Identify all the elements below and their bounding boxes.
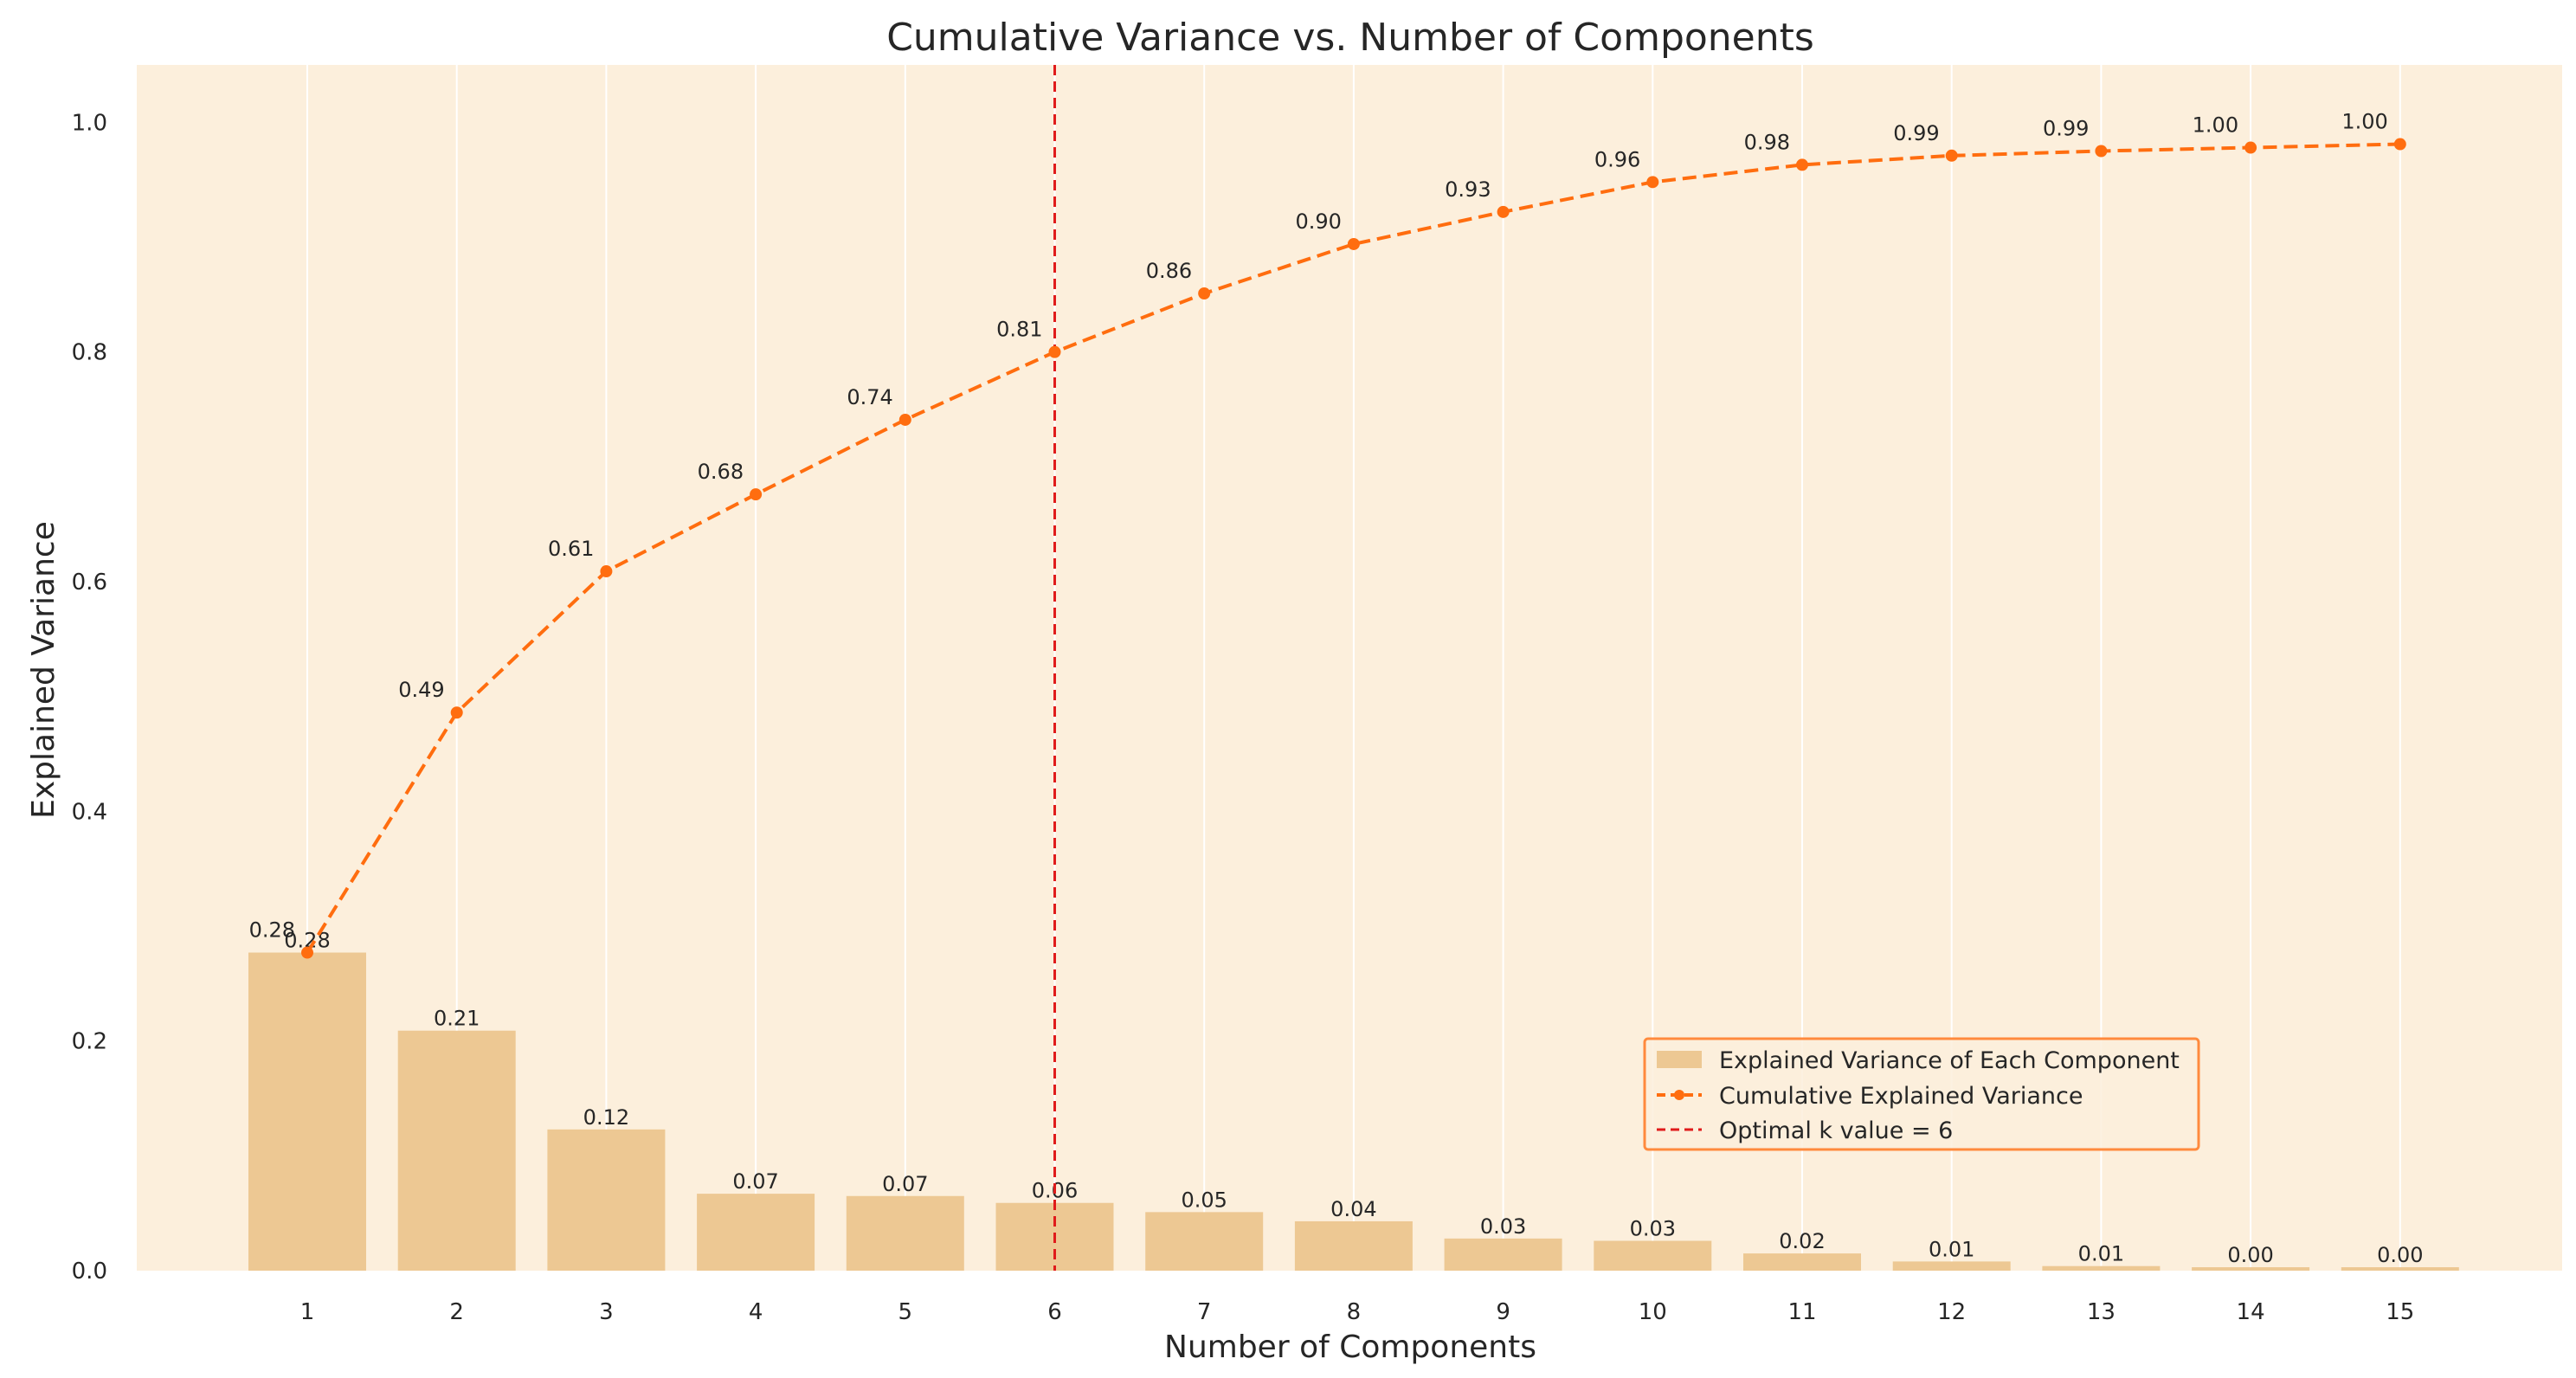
- x-axis-ticks: 1 2 3 4 5 6 7 8 9 10 11 12 13 14 15: [300, 1299, 2415, 1325]
- cumulative-label-10: 0.96: [1594, 147, 1640, 171]
- y-axis-label: Explained Variance: [26, 521, 61, 819]
- bar-label-2: 0.21: [434, 1007, 480, 1031]
- cumulative-point-8: [1347, 237, 1360, 250]
- cumulative-label-7: 0.86: [1146, 259, 1192, 283]
- bar-label-12: 0.01: [1929, 1237, 1974, 1261]
- cumulative-label-12: 0.99: [1893, 121, 1939, 145]
- cumulative-label-15: 1.00: [2341, 110, 2387, 134]
- bar-label-9: 0.03: [1480, 1214, 1526, 1239]
- y-tick-0.0: 0.0: [72, 1259, 107, 1285]
- bar-11: [1743, 1253, 1861, 1271]
- bar-12: [1892, 1261, 2011, 1271]
- y-tick-1.0: 1.0: [72, 110, 107, 136]
- cumulative-point-15: [2393, 138, 2406, 151]
- bar-1: [248, 952, 366, 1271]
- cumulative-point-10: [1646, 176, 1659, 189]
- x-tick-2: 2: [449, 1299, 464, 1325]
- y-tick-0.6: 0.6: [72, 570, 107, 596]
- cumulative-data-labels: 0.28 0.49 0.61 0.68 0.74 0.81 0.86 0.90 0.93 0.96…: [249, 110, 2388, 943]
- cumulative-point-9: [1497, 205, 1510, 218]
- bar-data-labels: 0.280.210.120.07 0.07 0.06 0.05 0.040.03 0.03…: [284, 929, 2423, 1268]
- bar-label-15: 0.00: [2377, 1243, 2423, 1267]
- cumulative-point-6: [1048, 345, 1061, 358]
- bar-label-8: 0.04: [1330, 1197, 1376, 1221]
- bar-label-3: 0.12: [583, 1105, 629, 1130]
- bar-label-10: 0.03: [1630, 1217, 1676, 1241]
- x-tick-3: 3: [599, 1299, 614, 1325]
- cumulative-point-5: [898, 413, 911, 426]
- x-tick-4: 4: [749, 1299, 763, 1325]
- bar-label-13: 0.01: [2078, 1242, 2124, 1266]
- cumulative-point-12: [1945, 149, 1958, 162]
- x-tick-7: 7: [1197, 1299, 1212, 1325]
- cumulative-label-2: 0.49: [398, 678, 444, 702]
- x-tick-12: 12: [1937, 1299, 1966, 1325]
- bar-label-14: 0.00: [2227, 1243, 2273, 1267]
- y-axis-ticks: 0.0 0.2 0.4 0.6 0.8 1.0: [72, 110, 107, 1285]
- x-tick-1: 1: [300, 1299, 315, 1325]
- legend-item-cumulative: Cumulative Explained Variance: [1719, 1083, 2083, 1110]
- x-tick-5: 5: [898, 1299, 913, 1325]
- y-tick-0.2: 0.2: [72, 1029, 107, 1055]
- y-tick-0.4: 0.4: [72, 799, 107, 825]
- x-tick-6: 6: [1047, 1299, 1062, 1325]
- legend-bar-swatch: [1657, 1051, 1702, 1068]
- x-tick-10: 10: [1639, 1299, 1667, 1325]
- cumulative-points: [301, 138, 2406, 959]
- cumulative-line: [306, 142, 2400, 954]
- chart-title: Cumulative Variance vs. Number of Compon…: [886, 16, 1814, 60]
- bar-10: [1594, 1240, 1712, 1271]
- legend: Explained Variance of Each Component Cum…: [1643, 1037, 2200, 1151]
- y-tick-0.8: 0.8: [72, 340, 107, 366]
- bar-7: [1145, 1212, 1264, 1271]
- x-axis-label: Number of Components: [1164, 1330, 1536, 1365]
- cumulative-label-9: 0.93: [1445, 177, 1491, 202]
- bar-label-5: 0.07: [882, 1172, 928, 1196]
- cumulative-label-4: 0.68: [698, 460, 744, 484]
- bar-13: [2042, 1265, 2161, 1271]
- x-tick-15: 15: [2386, 1299, 2414, 1325]
- cumulative-point-7: [1198, 287, 1211, 300]
- x-tick-13: 13: [2087, 1299, 2116, 1325]
- x-tick-11: 11: [1787, 1299, 1816, 1325]
- cumulative-point-4: [750, 488, 763, 501]
- x-tick-14: 14: [2237, 1299, 2265, 1325]
- legend-item-optimal-k: Optimal k value = 6: [1719, 1117, 1953, 1144]
- cumulative-point-14: [2244, 141, 2257, 154]
- bar-label-11: 0.02: [1779, 1229, 1825, 1253]
- bar-9: [1444, 1238, 1562, 1271]
- bar-5: [846, 1195, 964, 1271]
- cumulative-label-3: 0.61: [548, 537, 594, 561]
- legend-item-bars: Explained Variance of Each Component: [1719, 1047, 2180, 1074]
- bar-2: [397, 1030, 516, 1271]
- cumulative-point-13: [2095, 145, 2108, 158]
- cumulative-label-13: 0.99: [2043, 117, 2089, 141]
- cumulative-point-3: [600, 565, 613, 578]
- x-tick-8: 8: [1347, 1299, 1362, 1325]
- bar-4: [697, 1194, 815, 1271]
- cumulative-point-1: [301, 946, 313, 959]
- cumulative-label-1: 0.28: [249, 918, 295, 943]
- bar-label-7: 0.05: [1181, 1188, 1227, 1212]
- x-tick-9: 9: [1496, 1299, 1510, 1325]
- bar-8: [1294, 1220, 1413, 1271]
- cumulative-label-11: 0.98: [1744, 130, 1790, 154]
- cumulative-point-2: [450, 706, 463, 719]
- legend-box: [1643, 1037, 2200, 1151]
- bar-14: [2192, 1267, 2310, 1271]
- bar-3: [547, 1129, 666, 1271]
- bar-series: [248, 952, 2459, 1271]
- cumulative-label-6: 0.81: [996, 318, 1042, 342]
- bar-15: [2341, 1267, 2459, 1271]
- cumulative-label-8: 0.90: [1295, 209, 1341, 234]
- cumulative-point-11: [1796, 158, 1808, 171]
- bar-label-4: 0.07: [732, 1169, 778, 1194]
- cumulative-label-14: 1.00: [2193, 113, 2238, 138]
- cumulative-label-5: 0.74: [847, 385, 892, 409]
- legend-line-marker: [1674, 1090, 1684, 1100]
